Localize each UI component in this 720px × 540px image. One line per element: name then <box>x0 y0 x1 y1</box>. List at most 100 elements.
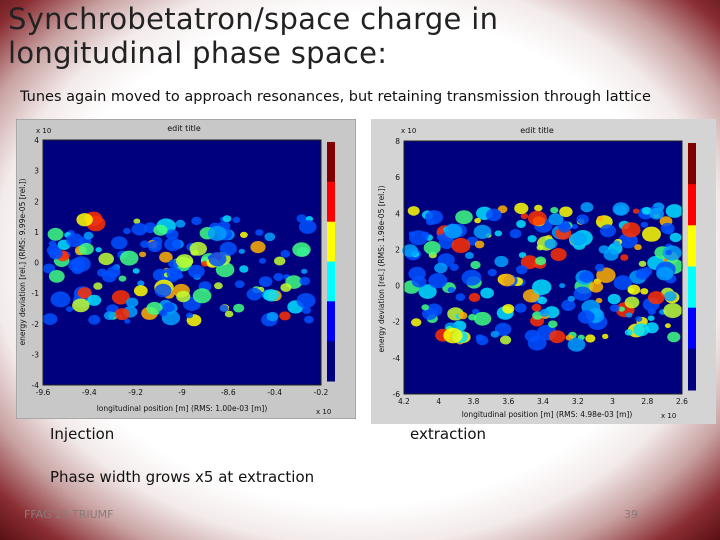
density-blob <box>618 306 625 312</box>
density-blob <box>635 268 650 280</box>
footer-slide-number: 39 <box>624 508 638 521</box>
density-blob <box>444 223 463 239</box>
density-blob <box>93 282 103 290</box>
density-blob <box>132 268 140 274</box>
density-blob <box>274 256 286 266</box>
y-tick-label: 1 <box>34 228 39 237</box>
density-blob <box>423 241 441 255</box>
x-tick-label: 2.8 <box>641 397 653 406</box>
density-blob <box>233 303 245 313</box>
y-tick-label: -2 <box>393 318 401 327</box>
colorbar-segment <box>688 184 696 226</box>
density-blob <box>567 337 586 352</box>
density-blob <box>502 304 515 314</box>
x-tick-label: 3.4 <box>537 397 549 406</box>
density-blob <box>88 314 101 325</box>
density-blob <box>114 308 130 321</box>
colorbar <box>688 143 696 391</box>
density-blob <box>455 210 473 225</box>
density-blob <box>87 294 102 306</box>
colorbar-segment <box>327 341 335 382</box>
density-blob <box>449 263 459 271</box>
y-tick-label: 2 <box>34 197 39 206</box>
density-blob <box>162 302 175 313</box>
density-blob <box>664 323 671 329</box>
y-tick-label: -3 <box>32 350 40 359</box>
density-blob <box>422 307 438 320</box>
density-blob <box>458 311 468 320</box>
density-blob <box>176 254 194 268</box>
x-tick-label: 4.2 <box>398 397 410 406</box>
density-blob <box>402 244 418 257</box>
density-blob <box>494 322 512 336</box>
density-blob <box>50 291 71 308</box>
density-blob <box>534 204 543 212</box>
colorbar-segment <box>327 142 335 183</box>
density-blob <box>189 241 207 256</box>
density-blob <box>594 263 605 272</box>
density-blob <box>596 215 604 222</box>
density-blob <box>83 231 94 240</box>
density-blob <box>411 275 427 288</box>
density-blob <box>490 330 500 338</box>
density-blob <box>580 202 594 213</box>
density-blob <box>468 292 481 302</box>
density-blob <box>119 250 139 266</box>
density-blob <box>663 303 683 319</box>
y-tick-label: 0 <box>395 282 400 291</box>
plot-area-border <box>403 140 683 395</box>
density-blob <box>548 320 558 328</box>
colorbar-segment <box>688 348 696 391</box>
x-tick-label: 2.6 <box>676 397 688 406</box>
x-exponent: x 10 <box>316 408 331 416</box>
density-blob <box>520 255 539 270</box>
density-blob <box>443 327 463 344</box>
density-blob <box>299 276 311 286</box>
x-tick-label: -9.4 <box>82 388 97 397</box>
density-blob <box>660 222 675 235</box>
y-tick-label: -1 <box>32 289 40 298</box>
colorbar <box>327 142 335 382</box>
density-blob <box>166 267 183 280</box>
density-blob <box>621 222 641 238</box>
density-blob <box>480 287 494 299</box>
density-blob <box>633 323 650 337</box>
density-blob <box>527 235 537 243</box>
density-blob <box>494 230 503 237</box>
density-blob <box>544 238 558 249</box>
y-exponent: x 10 <box>36 127 51 135</box>
density-blob <box>159 309 168 317</box>
density-blob <box>434 262 448 274</box>
title-line-2: longitudinal phase space: <box>8 36 388 70</box>
density-blob <box>258 276 273 287</box>
density-blob <box>640 288 649 295</box>
density-blob <box>207 226 227 241</box>
phase-width-note: Phase width grows x5 at extraction <box>50 468 315 486</box>
density-blob <box>624 329 633 336</box>
title-line-1: Synchrobetatron/space charge in <box>8 2 499 36</box>
density-blob <box>266 311 279 322</box>
density-blob <box>649 207 664 220</box>
density-blob <box>66 233 84 248</box>
density-blob <box>550 207 559 214</box>
density-blob <box>246 287 263 301</box>
density-blob <box>527 210 547 226</box>
density-blob <box>421 304 429 311</box>
density-blob <box>232 216 241 223</box>
density-blob <box>665 204 684 218</box>
x-tick-label: 3 <box>610 397 615 406</box>
density-blob <box>665 249 672 256</box>
density-blob <box>411 318 422 327</box>
y-tick-label: -6 <box>393 390 401 399</box>
colorbar-segment <box>327 181 335 223</box>
density-blob <box>250 241 266 254</box>
density-blob <box>140 240 150 248</box>
colorbar-segment <box>327 221 335 262</box>
density-blobs <box>402 202 684 352</box>
density-blob <box>648 291 665 305</box>
density-blob <box>498 273 515 287</box>
density-blob <box>255 229 264 236</box>
y-tick-label: -4 <box>393 354 401 363</box>
x-tick-label: 3.6 <box>502 397 514 406</box>
